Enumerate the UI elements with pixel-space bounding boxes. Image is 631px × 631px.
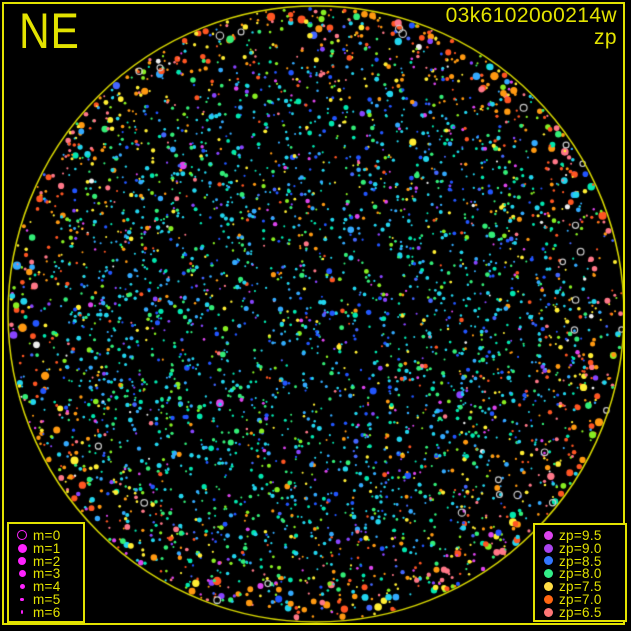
legend-label: zp=9.5 <box>559 527 602 543</box>
legend-label: m=1 <box>33 540 61 556</box>
legend-row: m=6 <box>11 604 83 620</box>
magnitude-marker-icon <box>11 584 33 590</box>
magnitude-marker-icon <box>11 610 33 615</box>
magnitude-marker-icon <box>11 570 33 578</box>
legend-row: m=2 <box>11 553 83 569</box>
title-block: 03k61020o0214w zp <box>446 5 617 49</box>
legend-row: zp=8.5 <box>537 553 625 569</box>
legend-row: m=1 <box>11 540 83 556</box>
legend-label: m=4 <box>33 579 61 595</box>
zp-marker-icon <box>537 594 559 604</box>
zp-marker-icon <box>537 556 559 566</box>
legend-row: zp=9.0 <box>537 540 625 556</box>
legend-row: zp=9.5 <box>537 527 625 543</box>
legend-label: m=6 <box>33 604 61 620</box>
legend-label: m=5 <box>33 591 61 607</box>
zeropoint-legend: zp=9.5 zp=9.0 zp=8.5 zp=8.0 zp=7.5 zp=7.0 zp=6… <box>533 523 627 622</box>
legend-label: m=2 <box>33 553 61 569</box>
colorbar-label: zp <box>594 26 617 49</box>
zp-marker-icon <box>537 569 559 579</box>
legend-label: zp=6.5 <box>559 604 602 620</box>
legend-label: m=3 <box>33 566 61 582</box>
zp-marker-icon <box>537 582 559 592</box>
zp-marker-icon <box>537 607 559 617</box>
magnitude-marker-icon <box>11 543 33 553</box>
legend-row: m=3 <box>11 566 83 582</box>
orientation-label: NE <box>19 3 80 59</box>
legend-label: zp=8.5 <box>559 553 602 569</box>
legend-label: zp=7.0 <box>559 591 602 607</box>
magnitude-marker-icon <box>11 530 33 541</box>
legend-label: zp=8.0 <box>559 566 602 582</box>
legend-row: m=4 <box>11 579 83 595</box>
zp-marker-icon <box>537 530 559 540</box>
legend-label: zp=7.5 <box>559 579 602 595</box>
legend-row: m=0 <box>11 527 83 543</box>
magnitude-legend: m=0 m=1 m=2 m=3 m=4 m=5 m=6 <box>7 522 85 623</box>
legend-row: m=5 <box>11 591 83 607</box>
legend-label: zp=9.0 <box>559 540 602 556</box>
legend-row: zp=7.0 <box>537 591 625 607</box>
legend-row: zp=6.5 <box>537 604 625 620</box>
legend-label: m=0 <box>33 527 61 543</box>
magnitude-marker-icon <box>11 597 33 602</box>
plot-title: 03k61020o0214w <box>445 4 617 27</box>
zp-marker-icon <box>537 543 559 553</box>
legend-row: zp=8.0 <box>537 566 625 582</box>
legend-row: zp=7.5 <box>537 579 625 595</box>
magnitude-marker-icon <box>11 556 33 565</box>
